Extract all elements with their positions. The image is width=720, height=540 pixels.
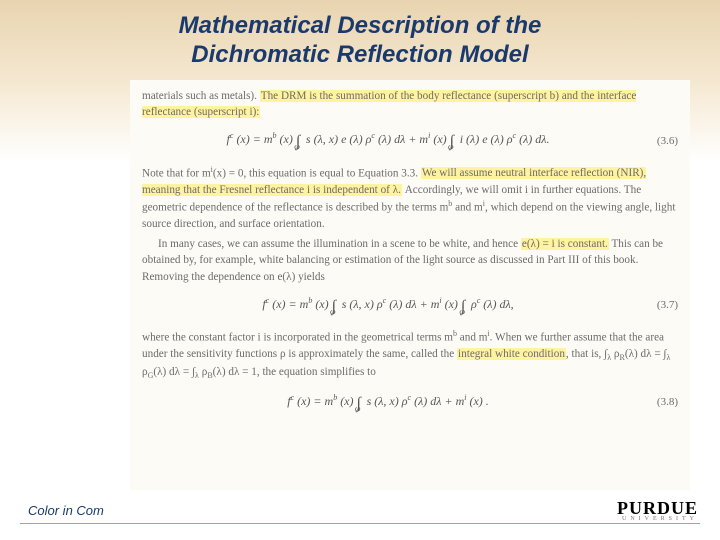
- eq38-om1: ω: [355, 404, 361, 413]
- eq37-supc: c: [266, 296, 270, 305]
- eq37-t2: (λ) dλ + m: [389, 297, 439, 311]
- eq37-number: (3.7): [634, 298, 678, 314]
- eq36-om1: ω: [294, 142, 300, 151]
- eq37-om1: ω: [330, 307, 336, 316]
- p4f: (λ) dλ = ∫: [625, 348, 667, 360]
- eq36-t1: s (λ, x) e (λ) ρ: [306, 132, 371, 146]
- p4a: where the constant factor i is incorpora…: [142, 332, 453, 344]
- eq38-t1: s (λ, x) ρ: [367, 394, 408, 408]
- eq36-supb: b: [273, 131, 277, 140]
- eq36-body: fc (x) = mb (x) ∫ω s (λ, x) e (λ) ρc (λ)…: [142, 130, 634, 153]
- eq37-supc3: c: [477, 296, 481, 305]
- eq37-t1: s (λ, x) ρ: [342, 297, 383, 311]
- slide-title: Mathematical Description of the Dichroma…: [0, 0, 720, 70]
- eq38-supc2: c: [408, 393, 412, 402]
- p4b: and m: [457, 332, 487, 344]
- para1-text: materials such as metals).: [142, 90, 260, 102]
- paragraph-1: materials such as metals). The DRM is th…: [142, 88, 678, 120]
- eq37-supi: i: [439, 296, 441, 305]
- logo-sub: UNIVERSITY: [617, 517, 698, 522]
- eq37-om2: ω: [459, 307, 465, 316]
- eq36-supi: i: [428, 131, 430, 140]
- eq36-x: (x) = m: [236, 132, 272, 146]
- p4e: ρ: [611, 348, 619, 360]
- paragraph-4: where the constant factor i is incorpora…: [142, 328, 678, 382]
- p4h: (λ) dλ = ∫: [153, 366, 195, 378]
- p2d: and m: [452, 202, 482, 214]
- eq38-supc: c: [291, 393, 295, 402]
- eq36-t2: (λ) dλ + m: [378, 132, 428, 146]
- eq37-body: fc (x) = mb (x) ∫ω s (λ, x) ρc (λ) dλ + …: [142, 295, 634, 318]
- p4-sublam2: λ: [667, 353, 671, 362]
- eq38-body: fc (x) = mb (x) ∫ω s (λ, x) ρc (λ) dλ + …: [142, 392, 634, 415]
- eq38-supb: b: [333, 393, 337, 402]
- eq38-number: (3.8): [634, 395, 678, 411]
- highlight-constant: e(λ) = i is constant.: [521, 238, 609, 250]
- equation-3-6: fc (x) = mb (x) ∫ω s (λ, x) e (λ) ρc (λ)…: [142, 130, 678, 153]
- highlight-iwc: integral white condition: [457, 348, 566, 360]
- eq36-supc3: c: [513, 131, 517, 140]
- p3a: In many cases, we can assume the illumin…: [158, 238, 521, 250]
- eq36-t4: i (λ) e (λ) ρ: [460, 132, 513, 146]
- eq37-supc2: c: [383, 296, 387, 305]
- eq36-supc: c: [230, 131, 234, 140]
- title-line-2: Dichromatic Reflection Model: [191, 41, 528, 68]
- eq36-number: (3.6): [634, 134, 678, 150]
- eq36-om2: ω: [448, 142, 454, 151]
- eq36-supc2: c: [371, 131, 375, 140]
- eq37-t5: (λ) dλ,: [483, 297, 513, 311]
- eq38-supi: i: [464, 393, 466, 402]
- logo-main: PURDUE: [617, 500, 698, 516]
- eq37-supb: b: [308, 296, 312, 305]
- p4d: , that is, ∫: [566, 348, 607, 360]
- excerpt-panel: materials such as metals). The DRM is th…: [130, 80, 690, 490]
- equation-3-8: fc (x) = mb (x) ∫ω s (λ, x) ρc (λ) dλ + …: [142, 392, 678, 415]
- eq36-t5: (λ) dλ.: [519, 132, 549, 146]
- equation-3-7: fc (x) = mb (x) ∫ω s (λ, x) ρc (λ) dλ + …: [142, 295, 678, 318]
- paragraph-2: Note that for mi(x) = 0, this equation i…: [142, 164, 678, 232]
- p2a: Note that for m: [142, 167, 211, 179]
- title-line-1: Mathematical Description of the: [179, 12, 542, 39]
- paragraph-3: In many cases, we can assume the illumin…: [142, 236, 678, 285]
- p4j: (λ) dλ = 1, the equation simplifies to: [213, 366, 376, 378]
- eq38-t3: (x) .: [469, 394, 488, 408]
- purdue-logo: PURDUE UNIVERSITY: [617, 500, 698, 522]
- footer-text: Color in Com: [28, 503, 104, 518]
- eq38-t2: (λ) dλ + m: [414, 394, 464, 408]
- eq37-x: (x) = m: [272, 297, 308, 311]
- footer-divider: [20, 523, 700, 524]
- eq38-x: (x) = m: [297, 394, 333, 408]
- p2b: (x) = 0, this equation is equal to Equat…: [213, 167, 421, 179]
